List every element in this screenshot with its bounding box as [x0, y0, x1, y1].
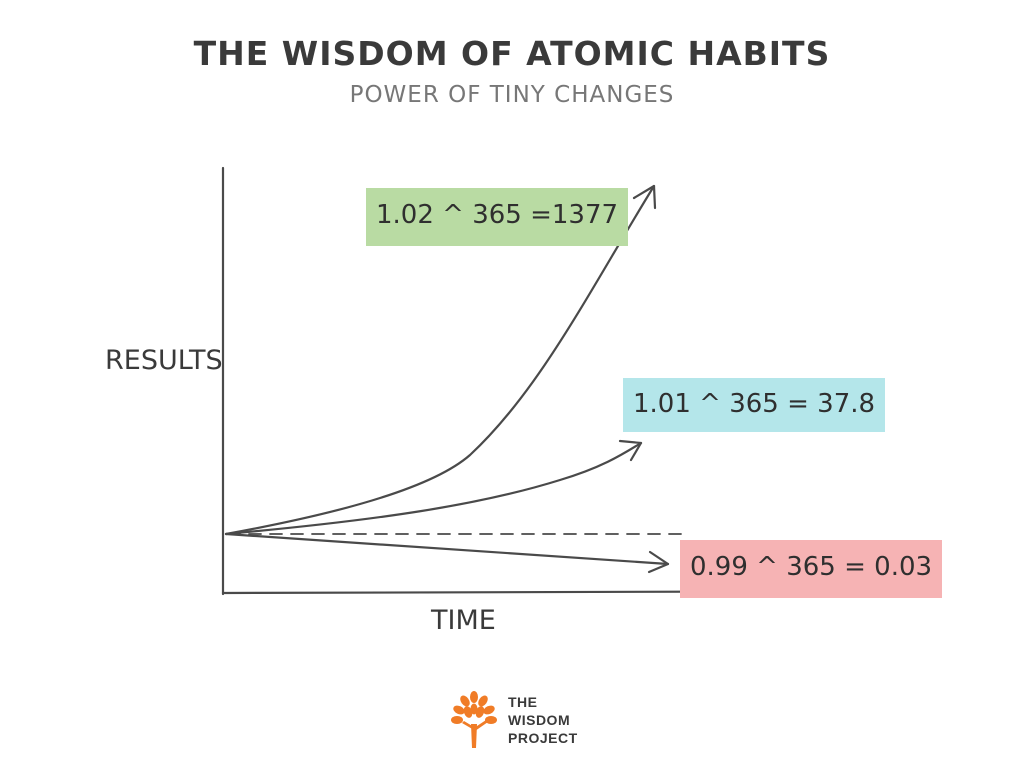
- tree-icon: [451, 691, 497, 748]
- curve-1-01-arrowhead: [618, 439, 643, 462]
- curve-1-02: [224, 184, 656, 536]
- logo-line-2: WISDOM: [508, 712, 571, 728]
- curve-0-99: [224, 532, 670, 566]
- logo-text: THE WISDOM PROJECT: [508, 693, 578, 747]
- curve-1-01: [224, 441, 643, 536]
- label-1-01: 1.01 ^ 365 = 37.8: [623, 378, 886, 432]
- curve-1-02-arrowhead: [632, 184, 657, 210]
- x-axis-label: TIME: [431, 605, 496, 636]
- page-title: THE WISDOM OF ATOMIC HABITS: [193, 34, 831, 73]
- wisdom-project-logo: THE WISDOM PROJECT: [448, 690, 578, 750]
- y-axis-label: RESULTS: [105, 345, 223, 376]
- label-0-99: 0.99 ^ 365 = 0.03: [680, 540, 943, 598]
- curve-0-99-arrowhead: [647, 550, 670, 574]
- logo-line-3: PROJECT: [508, 730, 578, 746]
- page-subtitle: POWER OF TINY CHANGES: [349, 82, 675, 108]
- label-1-02: 1.02 ^ 365 =1377: [366, 188, 629, 246]
- logo-line-1: THE: [508, 694, 538, 710]
